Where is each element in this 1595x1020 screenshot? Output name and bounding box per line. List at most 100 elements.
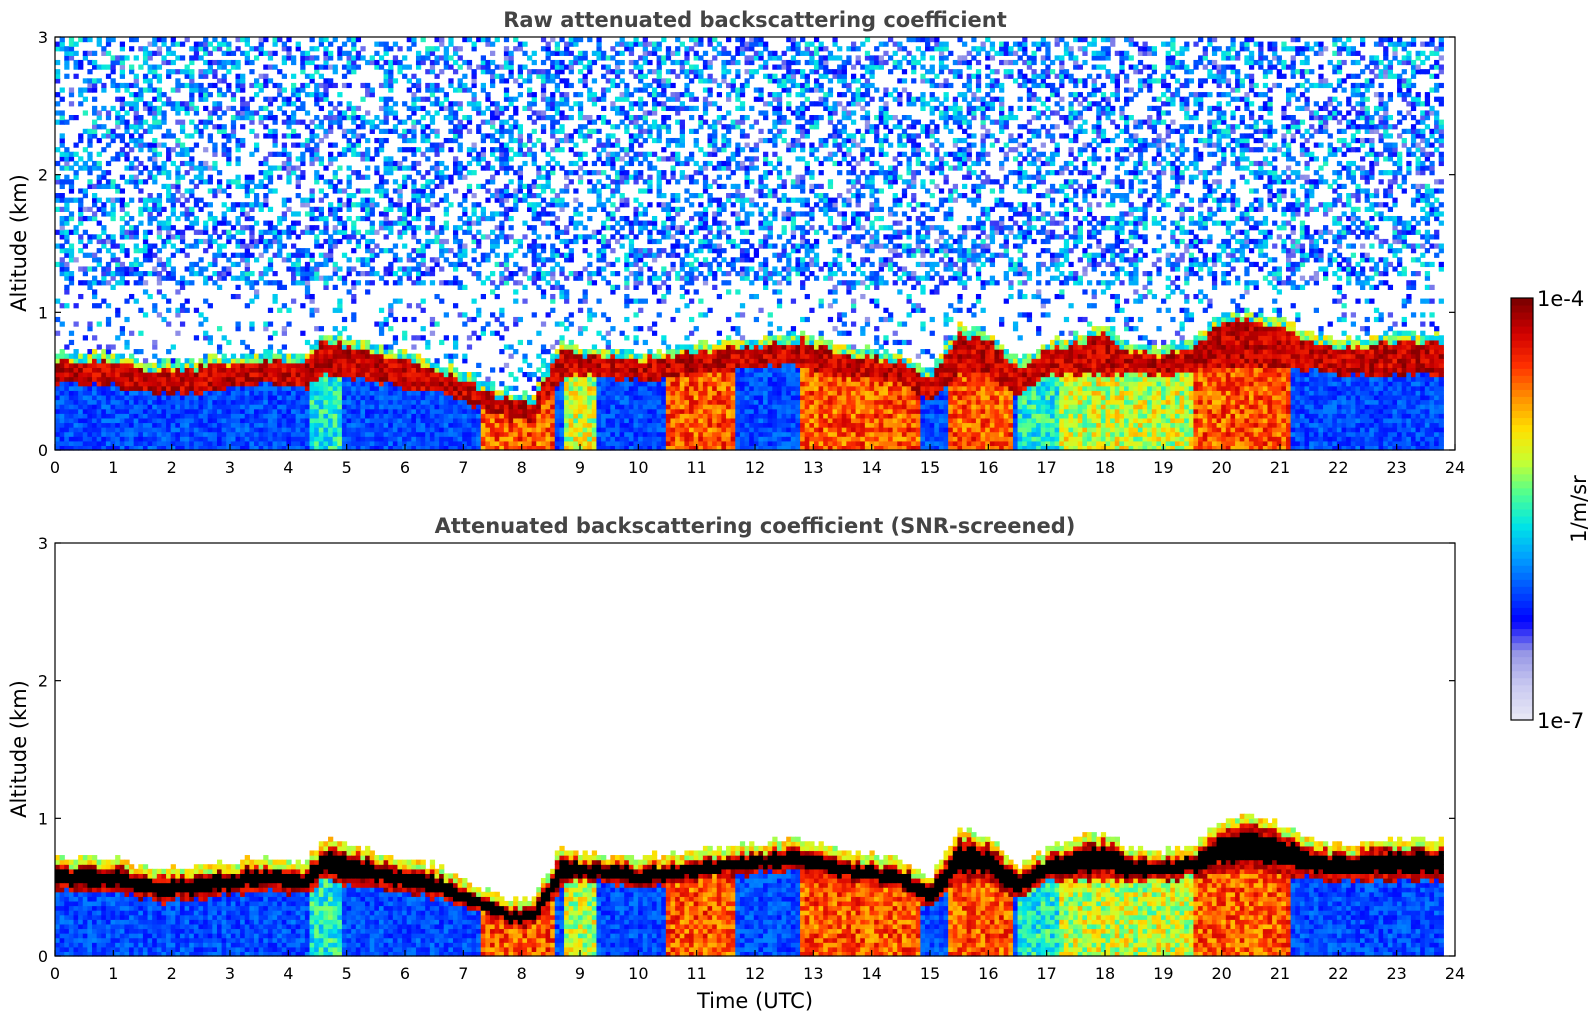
heatmap-cell [439,87,445,93]
heatmap-cell [244,188,250,194]
heatmap-cell [152,266,158,272]
heatmap-cell [272,404,278,410]
heatmap-cell [133,137,139,144]
heatmap-cell [198,417,204,424]
heatmap-cell [203,87,209,93]
heatmap-cell [203,50,209,56]
heatmap-cell [152,37,158,43]
heatmap-cell [341,344,348,350]
heatmap-cell [272,165,278,171]
heatmap-cell [411,335,417,341]
heatmap-cell [133,119,139,125]
heatmap-cell [216,422,223,428]
heatmap-cell [129,367,135,373]
heatmap-cell [397,390,403,396]
heatmap-cell [230,105,237,112]
heatmap-cell [207,303,213,309]
heatmap-cell [82,427,88,433]
heatmap-cell [203,96,209,102]
heatmap-cell [476,394,482,401]
heatmap-cell [286,427,292,433]
heatmap-cell [189,371,195,378]
heatmap-cell [337,427,343,433]
heatmap-cell [485,37,491,43]
heatmap-cell [499,193,505,199]
heatmap-cell [82,96,88,102]
heatmap-cell [212,358,218,364]
heatmap-cell [221,358,227,364]
heatmap-cell [216,376,223,382]
heatmap-cell [235,137,241,144]
heatmap-cell [378,119,385,125]
heatmap-cell [198,55,204,61]
heatmap-cell [193,431,200,437]
heatmap-cell [166,156,172,162]
heatmap-cell [369,87,375,93]
heatmap-cell [170,183,176,190]
heatmap-cell [341,422,348,428]
heatmap-cell [221,37,227,43]
heatmap-cell [480,427,486,433]
heatmap-cell [318,399,325,405]
heatmap-cell [314,390,320,396]
heatmap-cell [64,371,70,378]
heatmap-cell [277,376,283,382]
heatmap-cell [272,394,278,401]
heatmap-cell [291,87,297,93]
heatmap-cell [244,115,250,121]
heatmap-cell [207,394,213,401]
heatmap-cell [434,59,440,66]
heatmap-cell [527,394,533,401]
heatmap-cell [161,160,167,167]
heatmap-cell [328,248,334,254]
heatmap-cell [513,46,519,52]
heatmap-cell [277,234,283,240]
heatmap-cell [351,59,357,66]
heatmap-cell [452,417,459,424]
heatmap-cell [420,422,426,428]
heatmap-cell [540,206,547,212]
heatmap-cell [59,215,65,222]
heatmap-cell [59,243,65,249]
heatmap-cell [193,399,200,405]
heatmap-cell [189,211,195,217]
heatmap-cell [341,339,348,346]
heatmap-cell [323,64,329,70]
heatmap-cell [536,73,542,79]
heatmap-cell [508,179,514,185]
heatmap-cell [258,160,264,167]
heatmap-cell [309,381,315,387]
heatmap-cell [55,330,61,336]
heatmap-cell [286,376,292,382]
heatmap-cell [87,427,93,433]
heatmap-cell [193,165,200,171]
heatmap-cell [434,385,440,391]
heatmap-cell [466,160,473,167]
heatmap-cell [68,367,75,373]
heatmap-cell [64,362,70,368]
heatmap-cell [300,252,306,258]
heatmap-cell [462,261,468,268]
heatmap-cell [388,303,394,309]
heatmap-cell [374,137,380,144]
heatmap-cell [328,445,334,451]
heatmap-cell [392,128,399,134]
heatmap-cell [64,399,70,405]
heatmap-cell [142,376,149,382]
heatmap-cell [258,50,264,56]
heatmap-cell [332,445,338,451]
heatmap-cell [59,137,65,144]
heatmap-cell [286,96,292,102]
heatmap-cell [341,408,348,414]
heatmap-cell [452,87,459,93]
heatmap-cell [78,59,84,66]
heatmap-cell [295,362,301,368]
heatmap-cell [332,404,338,410]
heatmap-cell [221,220,227,226]
heatmap-cell [226,46,232,52]
heatmap-cell [434,96,440,102]
heatmap-cell [73,303,79,309]
heatmap-cell [64,385,70,391]
heatmap-cell [124,142,130,148]
heatmap-cell [291,422,297,428]
